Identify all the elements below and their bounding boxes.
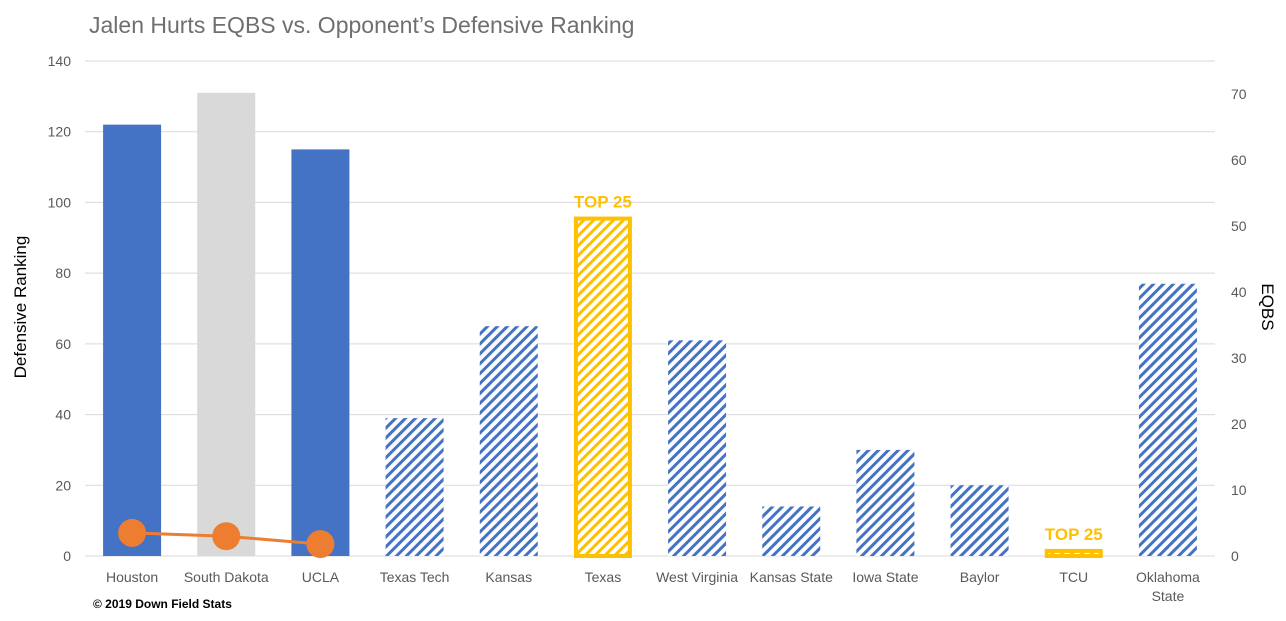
right-axis-ticks: 0 10 20 30 40 50 60 70 [1231, 86, 1247, 564]
footer-copyright: © 2019 Down Field Stats [93, 597, 232, 611]
right-tick-label: 60 [1231, 152, 1247, 168]
left-tick-label: 80 [55, 265, 71, 281]
bar [103, 124, 162, 557]
category-label: Kansas State [750, 569, 833, 585]
left-axis-title: Defensive Ranking [11, 236, 30, 379]
chart-title: Jalen Hurts EQBS vs. Opponent’s Defensiv… [89, 12, 634, 38]
bar [950, 485, 1009, 556]
top25-annotation: TOP 25 [1045, 525, 1103, 544]
left-tick-label: 120 [48, 124, 72, 140]
bar [291, 149, 350, 556]
left-tick-label: 140 [48, 53, 72, 69]
bar [1044, 548, 1103, 559]
eqbs-point [118, 518, 147, 547]
category-labels: Houston South Dakota UCLA Texas Tech Kansas T… [106, 569, 1200, 604]
right-tick-label: 0 [1231, 548, 1239, 564]
bar [573, 216, 632, 558]
category-label-line: Kansas State [750, 569, 833, 585]
category-label-line: TCU [1059, 569, 1088, 585]
category-label-line: Baylor [960, 569, 1000, 585]
bar [479, 326, 538, 556]
category-label: Oklahoma State [1136, 569, 1200, 604]
top25-annotation: TOP 25 [574, 193, 632, 212]
category-label: South Dakota [184, 569, 269, 585]
category-label-line: Iowa State [852, 569, 918, 585]
category-label: Kansas [485, 569, 532, 585]
bar-series [103, 92, 1197, 559]
category-label: Texas Tech [380, 569, 450, 585]
left-tick-label: 20 [55, 477, 71, 493]
right-axis-title: EQBS [1258, 283, 1277, 330]
eqbs-point [212, 522, 241, 551]
right-tick-label: 50 [1231, 218, 1247, 234]
right-tick-label: 20 [1231, 416, 1247, 432]
category-label-line: State [1152, 588, 1185, 604]
category-label-line: Houston [106, 569, 158, 585]
left-axis-ticks: 0 20 40 60 80 100 120 140 [48, 53, 72, 564]
right-tick-label: 70 [1231, 86, 1247, 102]
bar [762, 506, 821, 556]
bar [668, 340, 727, 556]
gridlines [85, 60, 1215, 557]
category-label: West Virginia [656, 569, 738, 585]
bar [1138, 283, 1197, 556]
category-label: UCLA [302, 569, 340, 585]
left-tick-label: 40 [55, 407, 71, 423]
eqbs-point [306, 530, 335, 559]
category-label-line: West Virginia [656, 569, 738, 585]
category-label-line: Oklahoma [1136, 569, 1200, 585]
category-label-line: Texas Tech [380, 569, 450, 585]
category-label-line: Texas [585, 569, 622, 585]
bar [385, 418, 444, 556]
category-label-line: Kansas [485, 569, 532, 585]
category-label: Iowa State [852, 569, 918, 585]
left-tick-label: 60 [55, 336, 71, 352]
right-tick-label: 10 [1231, 482, 1247, 498]
category-label: Baylor [960, 569, 1000, 585]
category-label-line: South Dakota [184, 569, 269, 585]
left-tick-label: 0 [63, 548, 71, 564]
category-label: Houston [106, 569, 158, 585]
annotations: TOP 25 TOP 25 [574, 193, 1103, 544]
eqbs-line-series [118, 518, 335, 559]
left-tick-label: 100 [48, 194, 72, 210]
right-tick-label: 30 [1231, 350, 1247, 366]
category-label-line: UCLA [302, 569, 340, 585]
bar [197, 92, 256, 557]
right-tick-label: 40 [1231, 284, 1247, 300]
category-label: Texas [585, 569, 622, 585]
bar [856, 449, 915, 556]
category-label: TCU [1059, 569, 1088, 585]
